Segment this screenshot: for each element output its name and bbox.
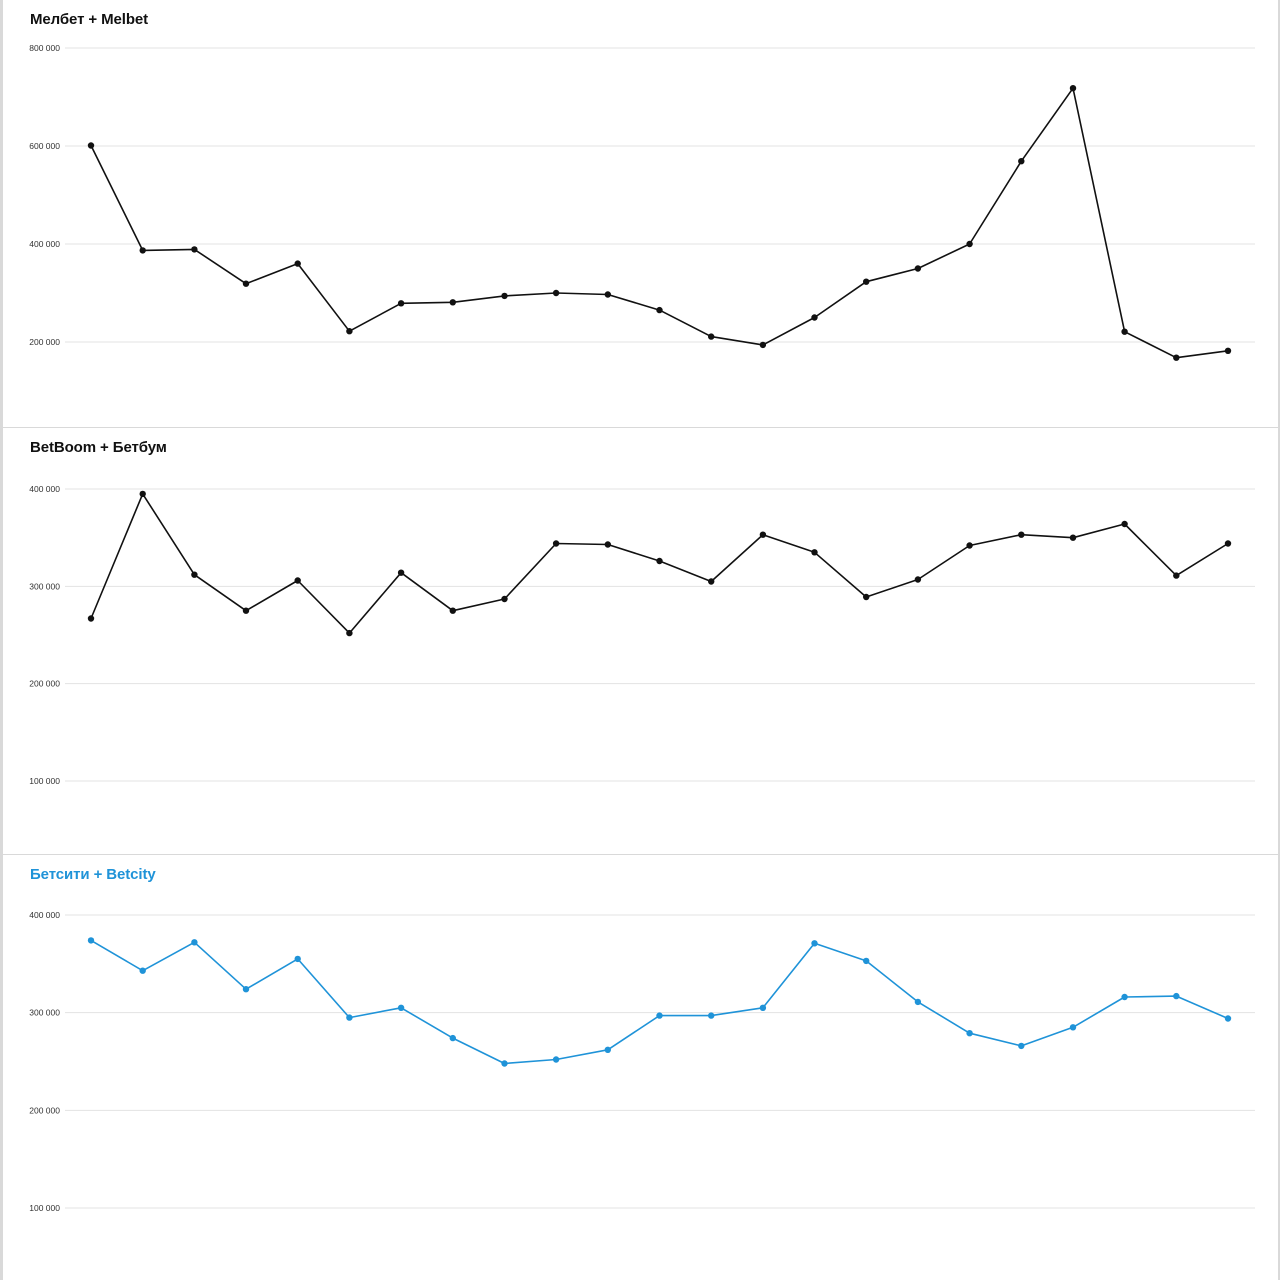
chart-panel-betcity: Бетсити + Betcity 100 000 200 000 300 000 4… (3, 855, 1278, 1280)
data-point (139, 247, 146, 254)
data-point (1069, 534, 1077, 541)
data-point (1224, 540, 1232, 547)
data-point (1121, 520, 1128, 528)
data-point (191, 571, 198, 578)
chart-melbet-svg: 200 000 400 000 600 000 800 000 (29, 43, 1255, 361)
data-point (604, 1046, 611, 1053)
data-point (966, 240, 973, 248)
data-point (294, 955, 301, 963)
data-point (294, 577, 301, 584)
data-point (1224, 347, 1232, 354)
y-tick-label: 200 000 (29, 1105, 60, 1115)
y-tick-label: 400 000 (29, 239, 60, 249)
data-point (346, 1014, 353, 1021)
data-point (1018, 531, 1025, 538)
data-point (1121, 993, 1128, 1001)
data-point (87, 615, 95, 622)
data-point (604, 541, 611, 548)
data-point (449, 1034, 456, 1042)
data-point (1173, 572, 1180, 579)
data-point (966, 1030, 973, 1037)
data-point (914, 576, 922, 583)
y-tick-label: 600 000 (29, 141, 60, 151)
data-point (552, 289, 560, 297)
data-point (1224, 1015, 1232, 1022)
data-point (87, 937, 95, 944)
data-point (759, 531, 767, 538)
data-point (708, 1012, 715, 1019)
y-tick-label: 200 000 (29, 337, 60, 347)
chart-panel-betboom: BetBoom + Бетбум 100 000 200 000 300 000 40… (3, 428, 1278, 854)
data-point (1018, 1042, 1025, 1050)
data-point (242, 986, 250, 993)
data-point (397, 300, 405, 307)
data-point (501, 292, 508, 300)
chart-title: BetBoom + Бетбум (30, 439, 167, 456)
data-point (811, 940, 818, 947)
data-point (191, 939, 198, 946)
data-point (656, 557, 663, 565)
data-point (863, 593, 870, 601)
data-point (914, 265, 922, 272)
data-point (656, 306, 663, 314)
data-point (966, 542, 973, 549)
data-point (501, 595, 508, 603)
data-point (1069, 85, 1077, 92)
data-point (552, 540, 560, 547)
chart-panel-melbet: Мелбет + Melbet 200 000 400 000 600 000 800… (3, 0, 1278, 427)
data-point (1069, 1024, 1077, 1031)
data-point (501, 1060, 508, 1067)
data-point (139, 490, 146, 498)
data-point (1121, 328, 1128, 335)
data-point (1018, 158, 1025, 165)
data-point (604, 291, 611, 298)
data-point (811, 549, 818, 556)
data-point (863, 957, 870, 965)
data-point (242, 280, 250, 287)
y-tick-label: 400 000 (29, 910, 60, 920)
chart-title: Мелбет + Melbet (30, 11, 149, 28)
data-point (346, 328, 353, 335)
y-tick-label: 300 000 (29, 1008, 60, 1018)
y-tick-label: 400 000 (29, 484, 60, 494)
data-point (656, 1012, 663, 1019)
data-point (87, 142, 95, 149)
data-point (759, 341, 767, 349)
data-point (1173, 992, 1180, 1000)
y-tick-label: 800 000 (29, 43, 60, 53)
data-point (1173, 354, 1180, 361)
series-line (90, 939, 1229, 1065)
y-tick-label: 100 000 (29, 776, 60, 786)
y-tick-label: 300 000 (29, 581, 60, 591)
data-point (397, 569, 405, 576)
series-line (90, 87, 1229, 359)
data-point (449, 607, 456, 614)
data-point (397, 1004, 405, 1011)
data-point (346, 629, 353, 637)
y-tick-label: 200 000 (29, 679, 60, 689)
data-point (139, 967, 146, 974)
data-point (708, 333, 715, 340)
chart-betboom-svg: 100 000 200 000 300 000 400 000 (29, 484, 1255, 786)
data-point (449, 299, 456, 306)
chart-betcity-svg: 100 000 200 000 300 000 400 000 (29, 910, 1255, 1213)
data-point (294, 260, 301, 267)
data-point (759, 1004, 767, 1011)
y-tick-label: 100 000 (29, 1203, 60, 1213)
data-point (811, 314, 818, 321)
data-point (863, 278, 870, 285)
chart-title: Бетсити + Betcity (30, 866, 156, 883)
data-point (552, 1056, 560, 1063)
data-point (191, 246, 198, 253)
data-point (708, 578, 715, 585)
data-point (914, 998, 922, 1006)
data-point (242, 607, 250, 614)
